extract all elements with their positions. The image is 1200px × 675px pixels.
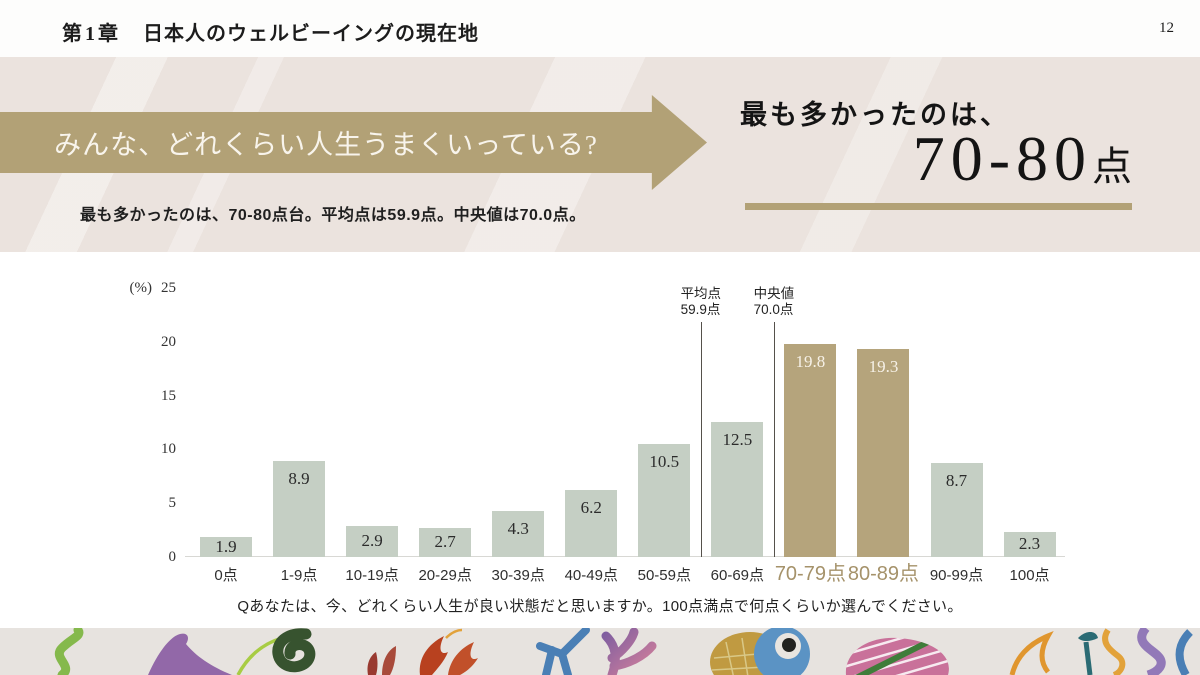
headline-underline xyxy=(745,203,1132,210)
bar xyxy=(273,461,326,557)
bar-value-label: 19.3 xyxy=(868,357,899,376)
headline-score-unit: 点 xyxy=(1092,144,1132,189)
y-axis-unit: (%) xyxy=(129,280,153,296)
bar xyxy=(200,537,252,557)
bar-value-label: 2.9 xyxy=(361,530,383,550)
highlight-banner: みんな、どれくらい人生うまくいっている? 最も多かったのは、70-80点台。平均… xyxy=(0,57,1200,252)
x-axis-line xyxy=(185,556,1065,557)
bar xyxy=(419,528,472,557)
bar xyxy=(930,463,983,557)
banner-summary-text: 最も多かったのは、70-80点台。平均点は59.9点。中央値は70.0点。 xyxy=(80,207,586,224)
page-title: 第1章 日本人のウェルビーイングの現在地 xyxy=(62,17,479,46)
bar xyxy=(711,422,764,557)
headline-score-value: 70-80 xyxy=(912,123,1092,194)
bar-value-label: 2.7 xyxy=(434,531,456,551)
annotation-line xyxy=(773,322,775,557)
abstract-shapes-illustration xyxy=(54,628,1193,675)
bar-value-label: 6.2 xyxy=(580,498,602,517)
bar-value-label: 8.7 xyxy=(945,471,968,490)
bar xyxy=(1003,532,1056,557)
x-axis-label: 20-29点 xyxy=(418,567,472,584)
bar-value-label: 19.8 xyxy=(795,352,826,371)
y-axis-tick: 0 xyxy=(168,549,177,565)
bar-value-label: 10.5 xyxy=(649,452,680,471)
headline-lead: 最も多かったのは、 xyxy=(740,100,1010,130)
x-axis-label: 0点 xyxy=(214,567,238,584)
bar-value-label: 2.3 xyxy=(1018,533,1041,553)
bar xyxy=(346,526,399,557)
x-axis-label: 10-19点 xyxy=(345,567,399,584)
x-axis-label: 50-59点 xyxy=(637,567,691,584)
x-axis-label: 90-99点 xyxy=(929,567,984,584)
bar xyxy=(857,349,910,557)
annotation-label: 平均点 59.9点 xyxy=(680,286,722,317)
y-axis-tick: 15 xyxy=(161,387,176,404)
bar-value-label: 1.9 xyxy=(215,537,237,556)
x-axis-label: 100点 xyxy=(1009,567,1050,584)
annotation-label: 中央値 70.0点 xyxy=(753,286,795,317)
y-axis-tick: 20 xyxy=(161,333,176,350)
banner-question-text: みんな、どれくらい人生うまくいっている? xyxy=(54,130,598,160)
x-axis-label: 80-89点 xyxy=(847,563,920,585)
x-axis-label: 1-9点 xyxy=(280,567,318,584)
x-axis-label: 30-39点 xyxy=(491,567,545,584)
headline-score: 70-80点 xyxy=(745,125,1132,201)
bar xyxy=(492,511,545,557)
decorative-illustration-band xyxy=(0,628,1200,675)
chapter-title-text: 日本人のウェルビーイングの現在地 xyxy=(143,23,479,45)
bar-value-label: 4.3 xyxy=(507,519,529,538)
chapter-label: 第1章 xyxy=(62,23,121,45)
bar-value-label: 12.5 xyxy=(722,430,753,449)
bar xyxy=(784,344,837,557)
page-header: 第1章 日本人のウェルビーイングの現在地 12 xyxy=(0,0,1200,57)
x-axis-label: 70-79点 xyxy=(774,563,846,585)
bar xyxy=(638,444,691,557)
y-axis-tick: 25 xyxy=(161,280,176,296)
x-axis-label: 40-49点 xyxy=(564,567,618,584)
bar xyxy=(565,490,618,557)
y-axis-tick: 10 xyxy=(161,441,176,458)
bar-value-label: 8.9 xyxy=(288,469,310,488)
y-axis-tick: 5 xyxy=(168,495,177,512)
annotation-line xyxy=(700,322,702,557)
page-number: 12 xyxy=(1159,20,1174,36)
x-axis-label: 60-69点 xyxy=(710,567,765,584)
chart-caption: Qあなたは、今、どれくらい人生が良い状態だと思いますか。100点満点で何点くらい… xyxy=(237,598,963,615)
